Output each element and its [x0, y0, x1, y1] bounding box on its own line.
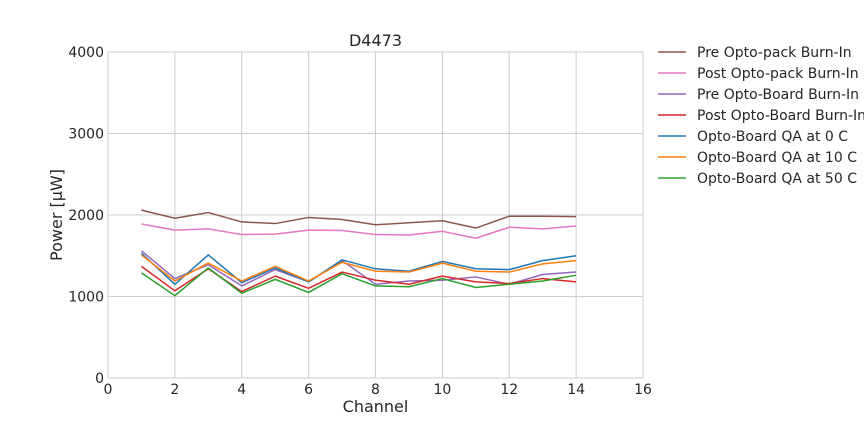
series-line-1 [141, 223, 577, 239]
y-axis-label: Power [μW] [47, 169, 66, 261]
legend-entry: Opto-Board QA at 50 C [697, 171, 857, 187]
x-tick-label: 6 [304, 382, 313, 398]
x-tick-label: 4 [237, 382, 246, 398]
y-tick-label: 0 [95, 371, 104, 387]
plot-area-border [107, 51, 644, 379]
legend-entry: Opto-Board QA at 0 C [697, 129, 848, 145]
grid [107, 51, 644, 379]
x-tick-label: 0 [104, 382, 113, 398]
x-tick-label: 12 [500, 382, 518, 398]
x-tick-label: 10 [433, 382, 451, 398]
x-tick-label: 14 [567, 382, 585, 398]
y-tick-label: 4000 [68, 45, 104, 61]
legend-entry: Pre Opto-Board Burn-In [697, 87, 859, 103]
y-tick-label: 2000 [68, 208, 104, 224]
series-line-6 [141, 267, 577, 297]
legend-entry: Opto-Board QA at 10 C [697, 150, 857, 166]
legend-entry: Pre Opto-pack Burn-In [697, 45, 852, 61]
x-axis-label: Channel [343, 397, 409, 416]
y-tick-label: 1000 [68, 290, 104, 306]
x-tick-label: 16 [634, 382, 652, 398]
series-line-5 [140, 254, 577, 282]
x-axis-ticks: 0 2 4 6 8 10 12 14 16 [104, 382, 652, 398]
y-tick-label: 3000 [68, 127, 104, 143]
series-line-4 [140, 252, 577, 286]
chart-title: D4473 [349, 31, 402, 50]
y-axis-ticks: 0 1000 2000 3000 4000 [68, 45, 104, 387]
x-tick-label: 2 [170, 382, 179, 398]
series-lines [140, 209, 577, 297]
x-tick-label: 8 [371, 382, 380, 398]
legend: Pre Opto-pack Burn-In Post Opto-pack Burn… [658, 45, 864, 187]
legend-entry: Post Opto-pack Burn-In [697, 66, 859, 82]
legend-entry: Post Opto-Board Burn-In [697, 108, 864, 124]
series-line-0 [141, 209, 577, 229]
